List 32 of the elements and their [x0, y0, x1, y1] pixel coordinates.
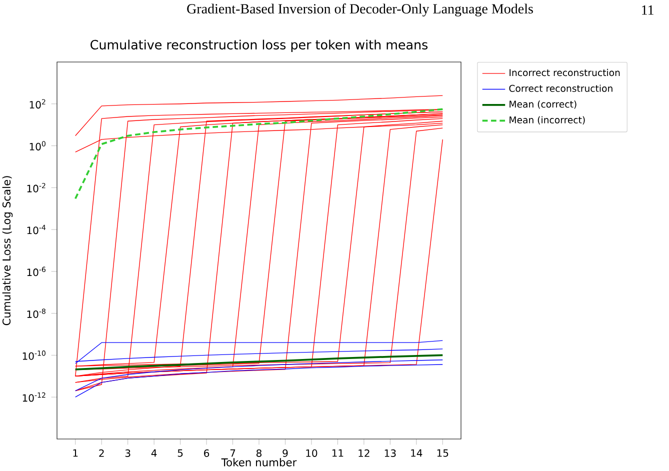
- x-tick-label: 11: [332, 449, 344, 457]
- x-tick-label: 4: [151, 449, 157, 457]
- y-tick-label: 10$^{2}$: [30, 99, 46, 109]
- x-tick-label: 3: [125, 449, 130, 457]
- x-axis-title: Token number: [221, 458, 297, 466]
- x-tick-label: 9: [282, 449, 288, 457]
- x-tick-label: 7: [230, 449, 236, 457]
- y-axis-title: Cumulative Loss (Log Scale): [2, 176, 13, 326]
- y-tick-label: 10$^{0}$: [30, 141, 46, 150]
- x-tick-label: 14: [411, 449, 422, 457]
- chart-title: Cumulative reconstruction loss per token with means: [90, 40, 428, 52]
- legend-label: Mean (incorrect): [510, 116, 585, 125]
- y-tick-label: 10$^{-12}$: [22, 392, 46, 402]
- y-tick-label: 10$^{-6}$: [27, 266, 46, 276]
- x-tick-label: 1: [73, 449, 78, 457]
- legend-label: Incorrect reconstruction: [510, 68, 620, 76]
- x-tick-label: 13: [384, 449, 396, 457]
- x-tick-label: 10: [306, 449, 318, 457]
- y-tick-label: 10$^{-8}$: [27, 308, 46, 318]
- x-tick-label: 12: [358, 449, 370, 457]
- y-tick-label: 10$^{-10}$: [22, 350, 46, 360]
- x-tick-label: 6: [204, 449, 210, 457]
- y-tick-label: 10$^{-4}$: [27, 224, 46, 234]
- y-tick-label: 10$^{-2}$: [27, 182, 46, 192]
- legend-label: Correct reconstruction: [509, 84, 612, 92]
- x-tick-label: 5: [178, 449, 183, 457]
- text: 11: [642, 5, 654, 15]
- text: Gradient-Based Inversion of Decoder-Only Language Models: [187, 4, 533, 16]
- legend-label: Mean (correct): [510, 100, 576, 109]
- x-tick-label: 8: [256, 449, 262, 457]
- x-tick-label: 15: [437, 449, 448, 457]
- x-tick-label: 2: [99, 449, 104, 457]
